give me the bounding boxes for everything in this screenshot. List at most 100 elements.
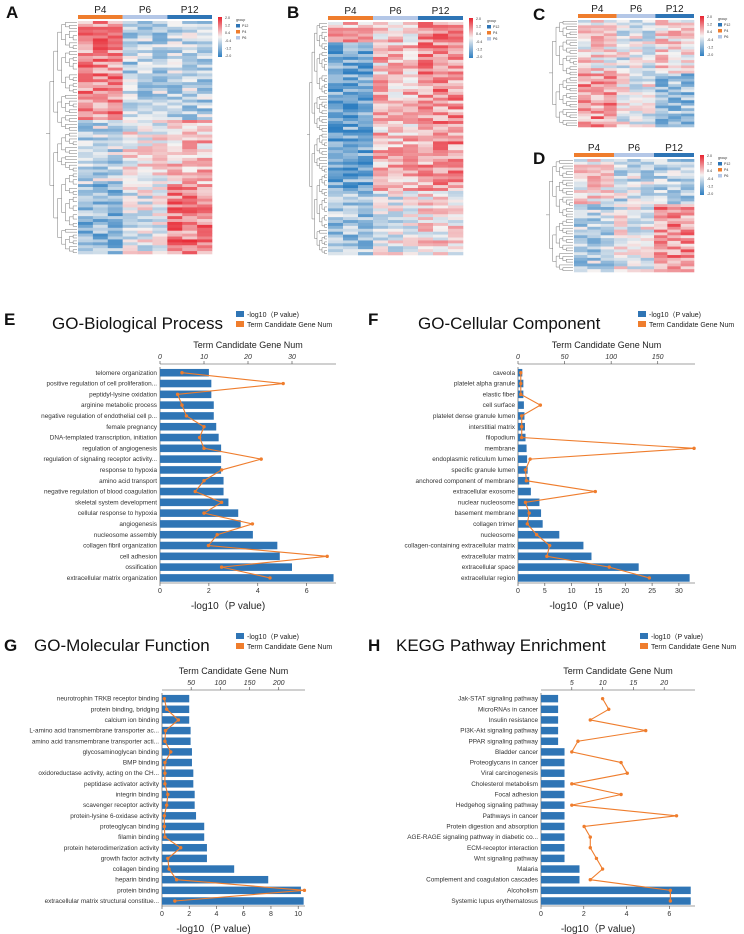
heatmap-cell — [182, 169, 198, 173]
heatmap-cell — [343, 27, 359, 32]
gene-num-point — [206, 543, 211, 548]
heatmap-cell — [418, 56, 434, 61]
gene-num-point — [607, 707, 611, 711]
heatmap-cell — [107, 55, 123, 60]
heatmap-cell — [433, 83, 449, 87]
heatmap-cell — [448, 30, 464, 34]
heatmap-cell — [152, 125, 168, 130]
heatmap-cell — [433, 231, 449, 235]
heatmap-cell — [197, 187, 213, 191]
bar — [162, 716, 190, 724]
scale-tick: -2.0 — [225, 54, 231, 58]
heatmap-cell — [182, 146, 198, 150]
heatmap-cell — [328, 27, 344, 32]
legend-title: group — [487, 19, 496, 23]
heatmap-cell — [616, 78, 630, 82]
heatmap-cell — [680, 195, 695, 199]
heatmap-cell — [182, 245, 198, 249]
scale-tick: 2.0 — [707, 15, 712, 19]
heatmap-cell — [629, 110, 643, 114]
heatmap-cell — [574, 240, 588, 245]
heatmap-cell — [373, 91, 389, 96]
heatmap-cell — [655, 89, 669, 93]
heatmap-cell — [668, 92, 682, 96]
heatmap-cell — [578, 33, 592, 37]
heatmap-cell — [92, 120, 109, 124]
heatmap-cell — [197, 233, 213, 237]
heatmap-cell — [358, 161, 374, 166]
heatmap-cell — [614, 204, 628, 208]
heatmap-cell — [590, 25, 605, 29]
heatmap-cell — [448, 68, 464, 72]
heatmap-cell — [373, 225, 389, 230]
heatmap-cell — [574, 235, 588, 239]
legend-swatch-line — [236, 643, 244, 649]
gene-num-point — [519, 381, 523, 386]
bar — [160, 379, 212, 388]
heatmap-cell — [603, 65, 617, 69]
heatmap-cell — [403, 240, 419, 244]
heatmap-cell — [167, 233, 183, 237]
category-label: positive regulation of cell proliferatio… — [47, 381, 158, 388]
heatmap-cell — [448, 126, 464, 131]
category-label: protein binding — [117, 887, 159, 894]
heatmap-panel-D: DP4 P6 P122.01.20.4-0.4-1.2-2.0groupP12P4P… — [533, 143, 730, 273]
heatmap-cell — [680, 201, 695, 205]
heatmap-cell — [78, 41, 94, 45]
heatmap-cell — [373, 129, 389, 133]
heatmap-cell — [616, 60, 630, 64]
heatmap-cell — [574, 195, 588, 199]
heatmap-cell — [78, 29, 94, 33]
heatmap-cell — [627, 195, 641, 199]
heatmap-cell — [373, 155, 389, 160]
heatmap-cell — [590, 94, 605, 98]
heatmap-cell — [328, 234, 344, 238]
heatmap-cell — [167, 230, 183, 234]
heatmap-cell — [388, 231, 404, 235]
heatmap-cell — [373, 74, 389, 78]
heatmap-cell — [152, 131, 168, 135]
heatmap-cell — [403, 83, 419, 87]
heatmap-cell — [152, 137, 168, 141]
heatmap-cell — [182, 105, 198, 109]
category-label: extracellular space — [462, 564, 516, 571]
heatmap-cell — [433, 208, 449, 212]
panel-label: A — [6, 3, 18, 22]
heatmap-cell — [358, 27, 374, 32]
heatmap-cell — [197, 105, 213, 109]
heatmap-cell — [403, 88, 419, 93]
heatmap-cell — [343, 88, 359, 93]
heatmap-cell — [640, 178, 655, 182]
heatmap-cell — [574, 229, 588, 233]
heatmap-cell — [388, 30, 404, 34]
heatmap-cell — [197, 102, 213, 106]
heatmap-cell — [343, 173, 359, 177]
heatmap-cell — [668, 105, 682, 109]
heatmap-cell — [616, 86, 630, 90]
heatmap-cell — [642, 81, 656, 85]
heatmap-cell — [197, 152, 213, 156]
heatmap-cell — [197, 251, 213, 255]
heatmap-cell — [418, 193, 434, 198]
heatmap-cell — [603, 76, 617, 80]
bar — [541, 801, 565, 809]
heatmap-cell — [137, 242, 153, 246]
heatmap-cell — [197, 55, 213, 60]
heatmap-cell — [78, 192, 94, 197]
heatmap-cell — [403, 190, 419, 195]
gene-num-point — [219, 468, 224, 472]
panel-label: G — [4, 636, 17, 655]
top-axis-title: Term Candidate Gene Num — [179, 666, 289, 676]
heatmap-cell — [667, 184, 681, 188]
heatmap-cell — [667, 159, 681, 163]
heatmap-cell — [655, 81, 669, 85]
heatmap-cell — [328, 91, 344, 96]
heatmap-cell — [343, 231, 359, 235]
heatmap-cell — [433, 97, 449, 101]
heatmap-cell — [152, 55, 168, 60]
heatmap-cell — [590, 28, 605, 31]
heatmap-cell — [654, 218, 668, 222]
heatmap-cell — [433, 132, 449, 136]
category-label: Focal adhesion — [495, 792, 539, 799]
heatmap-cell — [616, 73, 630, 77]
